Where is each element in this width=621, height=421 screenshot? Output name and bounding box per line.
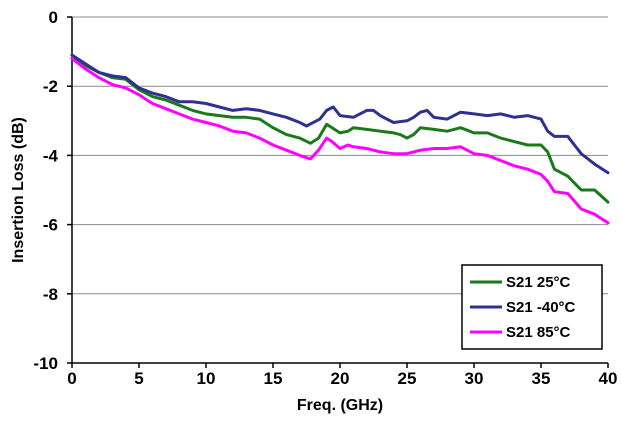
legend: S21 25°C S21 -40°C S21 85°C xyxy=(462,265,602,349)
x-tick-label: 35 xyxy=(532,369,551,388)
x-tick-label: 15 xyxy=(264,369,283,388)
x-tick-label: 20 xyxy=(331,369,350,388)
y-tick-label: 0 xyxy=(49,8,58,27)
x-tick-label: 30 xyxy=(465,369,484,388)
legend-label: S21 -40°C xyxy=(506,299,576,316)
x-tick-labels: 0 5 10 15 20 25 30 35 40 xyxy=(67,369,617,388)
y-tick-label: -2 xyxy=(43,77,58,96)
y-axis-title: Insertion Loss (dB) xyxy=(10,117,27,263)
legend-label: S21 25°C xyxy=(506,274,571,291)
series-line xyxy=(72,55,608,202)
x-tick-label: 25 xyxy=(398,369,417,388)
x-tick-label: 0 xyxy=(67,369,76,388)
x-tick-label: 10 xyxy=(197,369,216,388)
y-tick-label: -10 xyxy=(33,354,58,373)
legend-label: S21 85°C xyxy=(506,324,571,341)
series-lines xyxy=(72,55,608,223)
x-tick-label: 5 xyxy=(134,369,143,388)
y-tick-label: -4 xyxy=(43,146,59,165)
y-tick-labels: 0 -2 -4 -6 -8 -10 xyxy=(33,8,58,373)
gridlines xyxy=(72,17,608,294)
x-tick-label: 40 xyxy=(599,369,618,388)
y-tick-label: -8 xyxy=(43,285,58,304)
y-tick-label: -6 xyxy=(43,216,58,235)
x-axis-title: Freq. (GHz) xyxy=(297,397,383,414)
series-line xyxy=(72,59,608,223)
